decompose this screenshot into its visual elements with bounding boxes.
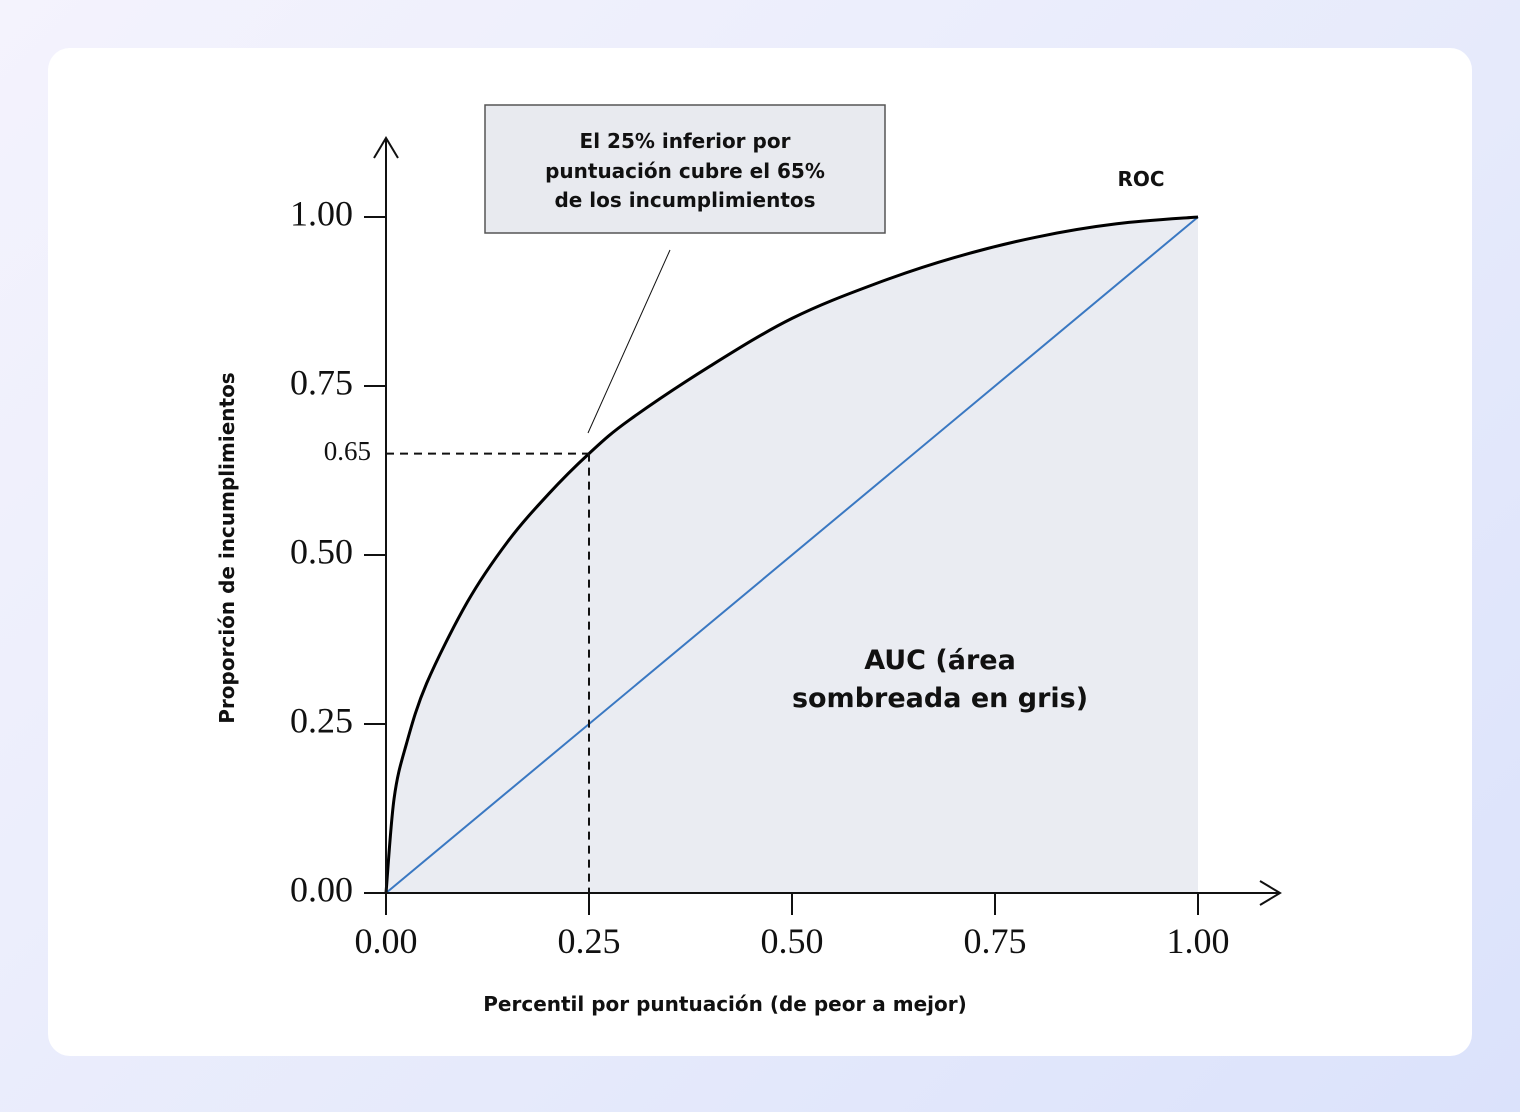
y-tick-label: 1.00: [290, 193, 353, 233]
note-box: [484, 104, 886, 234]
y-ticks: 0.00 0.25 0.50 0.75 1.00: [290, 193, 386, 909]
y-tick-label: 0.25: [290, 700, 353, 740]
x-axis-title: Percentil por puntuación (de peor a mejo…: [483, 992, 967, 1016]
note-line-3: de los incumplimientos: [554, 188, 815, 212]
highlight-y-label: 0.65: [324, 436, 371, 466]
y-axis-title: Proporción de incumplimientos: [215, 372, 239, 723]
x-axis-arrow: [1259, 880, 1282, 906]
y-tick-label: 0.50: [290, 531, 353, 571]
auc-label-line-2: sombreada en gris): [792, 683, 1088, 714]
x-tick-label: 0.50: [761, 921, 824, 961]
note-connector: [587, 249, 671, 434]
y-tick-label: 0.00: [290, 869, 353, 909]
roc-curve: [384, 215, 1199, 894]
note-line-1: El 25% inferior por: [580, 129, 791, 153]
chart-card: 0.00 0.25 0.50 0.75 1.00 0.00 0.25 0.50 0.75 1.0…: [48, 48, 1472, 1056]
x-tick-label: 0.25: [558, 921, 621, 961]
x-tick-label: 1.00: [1167, 921, 1230, 961]
roc-chart: 0.00 0.25 0.50 0.75 1.00 0.00 0.25 0.50 0.75 1.0…: [215, 104, 1282, 1016]
x-tick-label: 0.75: [964, 921, 1027, 961]
note-line-2: puntuación cubre el 65%: [545, 159, 825, 183]
roc-series-label: ROC: [1117, 167, 1164, 191]
x-ticks: 0.00 0.25 0.50 0.75 1.00: [355, 893, 1230, 961]
y-tick-label: 0.75: [290, 362, 353, 402]
diagonal-line: [385, 216, 1199, 894]
auc-label-line-1: AUC (área: [864, 645, 1016, 676]
x-tick-label: 0.00: [355, 921, 418, 961]
y-axis-arrow: [373, 136, 399, 159]
